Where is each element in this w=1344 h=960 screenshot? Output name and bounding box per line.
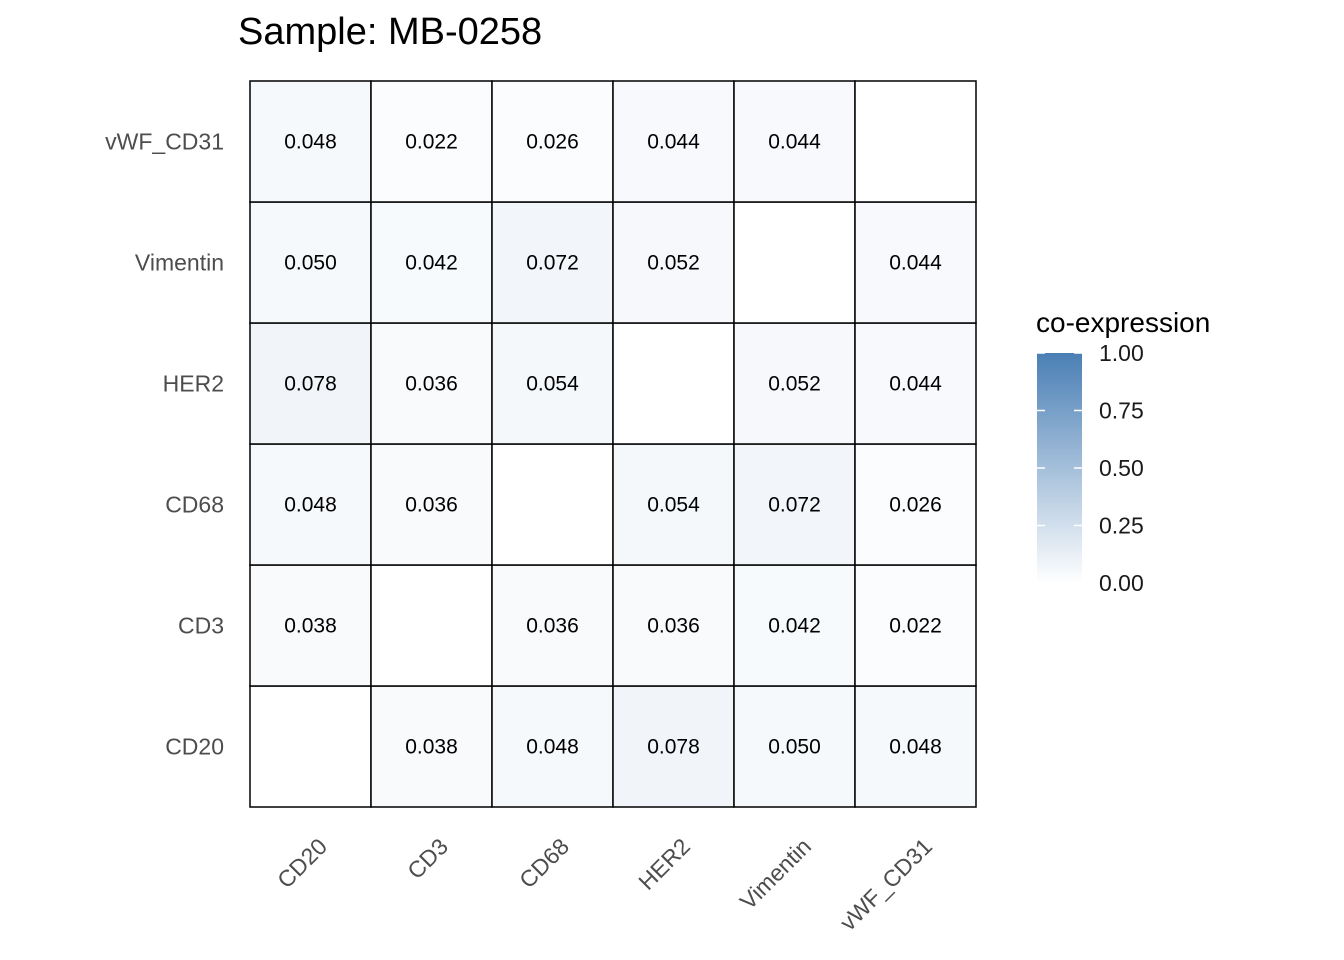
legend-tick-label: 0.75 xyxy=(1099,398,1144,424)
heatmap-cell xyxy=(733,564,856,687)
cell-value-label: 0.036 xyxy=(647,615,700,638)
y-axis-tick-labels: CD20 CD3 CD68 HER2 Vimentin vWF_CD31 xyxy=(105,129,224,760)
heatmap-cell xyxy=(733,201,856,324)
legend-tick-label: 0.50 xyxy=(1099,455,1144,481)
cell-value-label: 0.036 xyxy=(405,494,458,517)
legend-tick-label: 0.00 xyxy=(1099,570,1144,596)
x-tick-label: vWF_CD31 xyxy=(835,833,937,935)
heatmap-cell xyxy=(854,685,977,808)
cell-value-label: 0.048 xyxy=(889,736,942,759)
heatmap-cell xyxy=(491,201,614,324)
x-tick-label: CD68 xyxy=(514,833,574,893)
heatmap-cell xyxy=(370,322,493,445)
heatmap-cell xyxy=(491,564,614,687)
y-tick-label: Vimentin xyxy=(135,250,224,276)
heatmap-cell xyxy=(854,201,977,324)
heatmap-cell xyxy=(612,322,735,445)
y-tick-label: vWF_CD31 xyxy=(105,129,224,155)
cell-value-label: 0.054 xyxy=(526,373,579,396)
heatmap-cell xyxy=(854,443,977,566)
heatmap-cell xyxy=(249,201,372,324)
legend-title: co-expression xyxy=(1036,307,1210,338)
cell-value-label: 0.036 xyxy=(526,615,579,638)
cell-value-label: 0.072 xyxy=(768,494,821,517)
cell-value-label: 0.052 xyxy=(768,373,821,396)
x-tick-label: CD20 xyxy=(272,833,332,893)
cell-value-label: 0.026 xyxy=(526,131,579,154)
y-tick-label: CD20 xyxy=(165,734,224,760)
heatmap-cell xyxy=(491,322,614,445)
cell-value-label: 0.050 xyxy=(768,736,821,759)
cell-value-label: 0.048 xyxy=(284,131,337,154)
heatmap-cell xyxy=(370,564,493,687)
color-legend: co-expression 0.00 0.25 0.50 0.75 1.00 xyxy=(1036,307,1210,596)
heatmap-cell xyxy=(249,322,372,445)
heatmap-cell xyxy=(491,443,614,566)
heatmap-cell xyxy=(249,685,372,808)
x-tick-label: CD3 xyxy=(402,833,453,884)
heatmap-cell xyxy=(491,685,614,808)
cell-value-label: 0.052 xyxy=(647,252,700,275)
cell-value-label: 0.044 xyxy=(889,373,942,396)
cell-value-label: 0.048 xyxy=(526,736,579,759)
heatmap-cell xyxy=(733,322,856,445)
y-tick-label: CD3 xyxy=(178,613,224,639)
legend-tick-label: 0.25 xyxy=(1099,513,1144,539)
cell-value-label: 0.044 xyxy=(647,131,700,154)
heatmap-cell xyxy=(370,80,493,203)
x-axis-tick-labels: CD20 CD3 CD68 HER2 Vimentin vWF_CD31 xyxy=(272,833,937,935)
heatmap-cell xyxy=(854,564,977,687)
cell-value-label: 0.022 xyxy=(405,131,458,154)
heatmap-cell xyxy=(612,80,735,203)
y-tick-label: CD68 xyxy=(165,492,224,518)
heatmap-cell xyxy=(370,443,493,566)
heatmap-cell xyxy=(854,322,977,445)
heatmap-cell xyxy=(249,564,372,687)
legend-tick-label: 1.00 xyxy=(1099,340,1144,366)
cell-value-label: 0.044 xyxy=(768,131,821,154)
cell-value-label: 0.044 xyxy=(889,252,942,275)
cell-value-label: 0.042 xyxy=(768,615,821,638)
cell-value-label: 0.022 xyxy=(889,615,942,638)
x-tick-label: Vimentin xyxy=(735,833,816,914)
heatmap-cell xyxy=(612,564,735,687)
heatmap-cell xyxy=(612,443,735,566)
heatmap-cell xyxy=(370,685,493,808)
cell-value-label: 0.036 xyxy=(405,373,458,396)
cell-value-label: 0.078 xyxy=(647,736,700,759)
cell-value-label: 0.072 xyxy=(526,252,579,275)
chart-title: Sample: MB-0258 xyxy=(238,11,542,53)
y-tick-label: HER2 xyxy=(163,371,224,397)
x-tick-label: HER2 xyxy=(633,833,695,895)
cell-value-label: 0.078 xyxy=(284,373,337,396)
heatmap-cell xyxy=(491,80,614,203)
cell-value-label: 0.026 xyxy=(889,494,942,517)
cell-value-label: 0.038 xyxy=(284,615,337,638)
heatmap-cell xyxy=(854,80,977,203)
cell-value-label: 0.042 xyxy=(405,252,458,275)
heatmap-cell xyxy=(733,685,856,808)
cell-value-label: 0.050 xyxy=(284,252,337,275)
cell-value-label: 0.048 xyxy=(284,494,337,517)
cell-value-label: 0.054 xyxy=(647,494,700,517)
heatmap-cells: 0.038 0.048 0.078 0.050 0.048 0.038 0.036 0.036… xyxy=(249,80,977,808)
cell-value-label: 0.038 xyxy=(405,736,458,759)
legend-ticks: 0.00 0.25 0.50 0.75 1.00 xyxy=(1037,340,1144,596)
